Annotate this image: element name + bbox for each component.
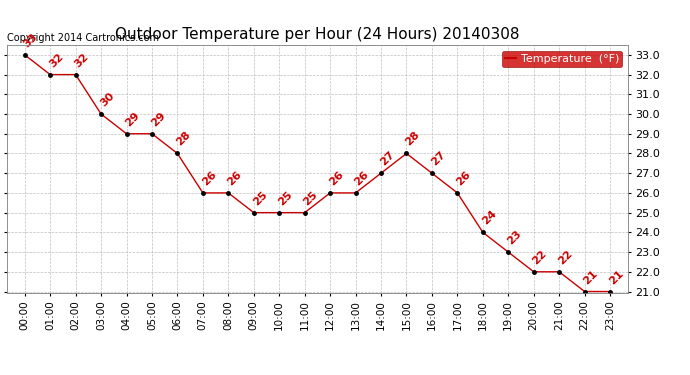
Text: 27: 27 bbox=[378, 150, 396, 168]
Text: 22: 22 bbox=[531, 248, 549, 266]
Text: 29: 29 bbox=[149, 110, 167, 128]
Text: 26: 26 bbox=[200, 169, 218, 188]
Text: 22: 22 bbox=[556, 248, 575, 266]
Text: 28: 28 bbox=[175, 130, 193, 148]
Text: 25: 25 bbox=[251, 189, 269, 207]
Text: 25: 25 bbox=[277, 189, 295, 207]
Text: 28: 28 bbox=[404, 130, 422, 148]
Text: 29: 29 bbox=[124, 110, 142, 128]
Text: 27: 27 bbox=[429, 150, 447, 168]
Text: 26: 26 bbox=[327, 169, 346, 188]
Title: Outdoor Temperature per Hour (24 Hours) 20140308: Outdoor Temperature per Hour (24 Hours) … bbox=[115, 27, 520, 42]
Text: 26: 26 bbox=[455, 169, 473, 188]
Text: 21: 21 bbox=[607, 268, 625, 286]
Text: 30: 30 bbox=[98, 91, 116, 108]
Text: 26: 26 bbox=[226, 169, 244, 188]
Text: 24: 24 bbox=[480, 209, 498, 227]
Text: 21: 21 bbox=[582, 268, 600, 286]
Text: 32: 32 bbox=[48, 51, 66, 69]
Text: 23: 23 bbox=[506, 229, 524, 246]
Text: 33: 33 bbox=[22, 32, 40, 49]
Text: 32: 32 bbox=[73, 51, 91, 69]
Text: Copyright 2014 Cartronics.com: Copyright 2014 Cartronics.com bbox=[7, 33, 159, 42]
Legend: Temperature  (°F): Temperature (°F) bbox=[502, 51, 622, 67]
Text: 26: 26 bbox=[353, 169, 371, 188]
Text: 25: 25 bbox=[302, 189, 320, 207]
